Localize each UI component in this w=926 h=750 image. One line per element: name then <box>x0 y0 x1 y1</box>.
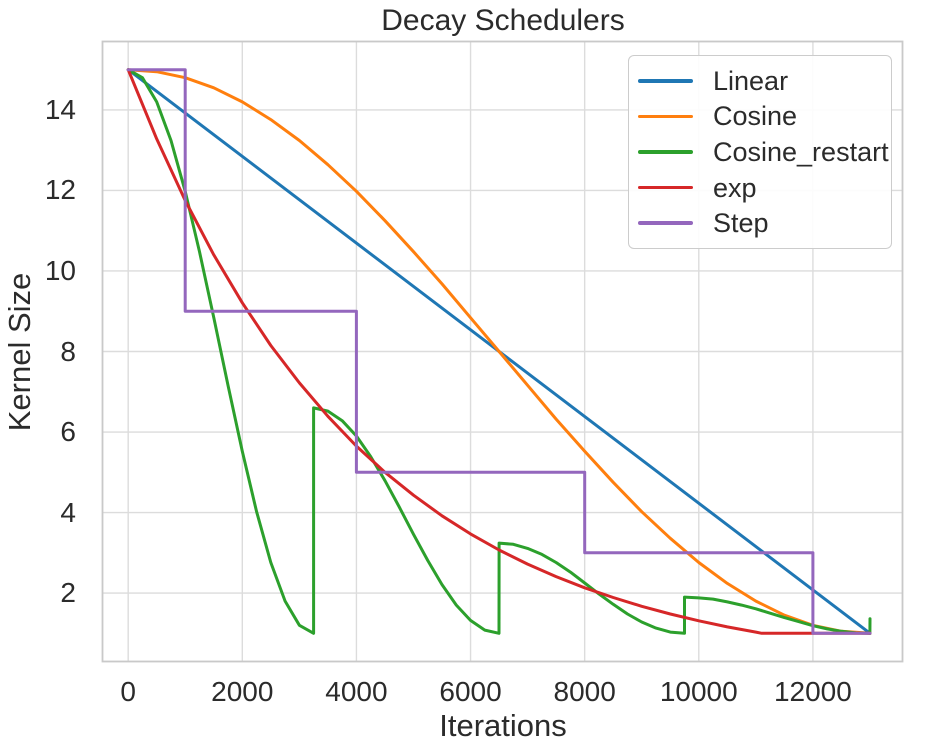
y-tick-label: 8 <box>60 335 76 367</box>
y-tick-label: 2 <box>60 577 76 609</box>
legend-swatch-icon <box>638 185 693 190</box>
y-tick-label: 14 <box>44 93 76 125</box>
y-axis-label: Kernel Size <box>2 272 37 432</box>
legend-item-exp: exp <box>638 173 891 203</box>
x-tick-label: 10000 <box>659 676 738 707</box>
legend-swatch-icon <box>638 114 693 119</box>
legend-item-cosine_restart: Cosine_restart <box>638 137 891 167</box>
legend-item-step: Step <box>638 208 891 238</box>
legend-item-cosine: Cosine <box>638 101 891 131</box>
legend-label: Cosine <box>713 101 798 132</box>
x-tick-label: 2000 <box>211 676 274 707</box>
legend-label: Step <box>713 208 769 239</box>
legend-label: Cosine_restart <box>713 136 889 167</box>
legend-label: Linear <box>713 65 789 96</box>
y-tick-label: 12 <box>44 174 76 206</box>
x-tick-label: 8000 <box>553 676 616 707</box>
legend-label: exp <box>713 172 757 203</box>
series-line-cosine <box>126 68 872 635</box>
legend-swatch-icon <box>638 221 693 225</box>
x-tick-label: 12000 <box>773 676 852 707</box>
x-tick-label: 6000 <box>439 676 502 707</box>
legend-item-linear: Linear <box>638 66 891 96</box>
y-tick-label: 4 <box>60 496 76 528</box>
chart-title: Decay Schedulers <box>381 4 625 37</box>
series-line-step <box>126 68 872 635</box>
axes-spines <box>101 40 904 663</box>
legend-swatch-icon <box>638 150 693 154</box>
y-tick-label: 10 <box>44 254 76 286</box>
y-tick-label: 6 <box>60 416 76 448</box>
x-tick-label: 4000 <box>325 676 388 707</box>
series-line-cosine_restart <box>126 68 872 635</box>
legend-swatch-icon <box>638 79 693 83</box>
series-line-exp <box>126 68 872 635</box>
x-tick-label: 0 <box>120 676 136 707</box>
x-axis-label: Iterations <box>439 708 567 743</box>
